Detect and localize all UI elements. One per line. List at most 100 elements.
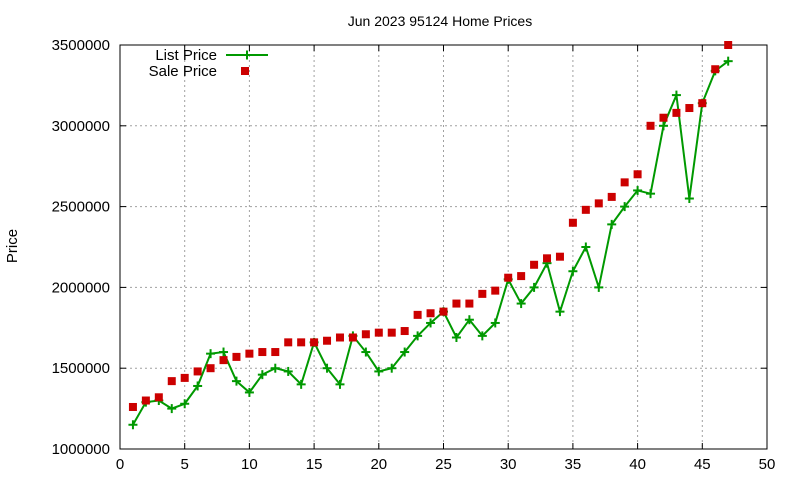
sale-price-point <box>361 330 370 339</box>
x-tick-label: 35 <box>565 456 582 473</box>
sale-price-point <box>245 349 254 358</box>
list-price-point <box>296 379 306 389</box>
x-tick-label: 25 <box>435 456 452 473</box>
sale-price-point <box>154 393 163 402</box>
list-price-point <box>516 299 526 309</box>
sale-price-point <box>685 104 694 113</box>
list-price-point <box>490 318 500 328</box>
sale-price-point <box>659 113 668 122</box>
list-price-point <box>529 282 539 292</box>
sale-price-point <box>323 336 332 345</box>
list-price-point <box>180 399 190 409</box>
y-tick-label: 2500000 <box>52 199 110 216</box>
list-price-point <box>684 194 694 204</box>
x-tick-label: 5 <box>181 456 189 473</box>
axis-ticks: 0 5 10 15 20 25 30 35 40 45 50 1000000 1500000 200000… <box>52 37 776 473</box>
sale-price-point <box>374 328 383 337</box>
sale-price-point <box>530 260 539 269</box>
sale-price-point <box>504 273 513 282</box>
list-price-point <box>374 366 384 376</box>
sale-price-point <box>452 299 461 308</box>
legend-label-list-price: List Price <box>155 47 217 64</box>
series-layer <box>128 41 733 430</box>
legend-swatch-sale-price <box>241 67 249 75</box>
sale-price-point <box>310 338 319 347</box>
list-price-point <box>451 332 461 342</box>
sale-price-point <box>348 333 357 342</box>
sale-price-point <box>724 41 733 49</box>
list-price-point <box>723 56 733 66</box>
x-tick-label: 0 <box>116 456 124 473</box>
list-price-point <box>477 331 487 341</box>
list-price-point <box>646 189 656 199</box>
sale-price-point <box>620 178 629 187</box>
x-tick-label: 30 <box>500 456 517 473</box>
x-tick-label: 50 <box>759 456 776 473</box>
x-tick-label: 20 <box>370 456 387 473</box>
legend-marker-list-price <box>242 50 252 60</box>
legend-label-sale-price: Sale Price <box>149 63 217 80</box>
list-price-point <box>607 219 617 229</box>
y-axis-label: Price <box>4 229 21 263</box>
sale-price-point <box>465 299 474 308</box>
y-tick-label: 1000000 <box>52 441 110 458</box>
list-price-point <box>361 347 371 357</box>
y-tick-label: 2000000 <box>52 279 110 296</box>
list-price-point <box>387 363 397 373</box>
list-price-series <box>128 56 733 430</box>
sale-price-point <box>478 289 487 298</box>
list-price-point <box>206 349 216 359</box>
list-price-point <box>322 363 332 373</box>
list-price-point <box>426 318 436 328</box>
list-price-point <box>335 379 345 389</box>
grid <box>120 45 767 449</box>
x-tick-label: 45 <box>694 456 711 473</box>
sale-price-point <box>167 377 176 386</box>
sale-price-point <box>271 348 280 357</box>
sale-price-point <box>219 356 228 365</box>
list-price-point <box>555 307 565 317</box>
chart-title: Jun 2023 95124 Home Prices <box>348 13 532 29</box>
list-price-point <box>231 376 241 386</box>
sale-price-point <box>568 218 577 227</box>
sale-price-point <box>297 338 306 347</box>
list-price-point <box>413 331 423 341</box>
sale-price-point <box>387 328 396 337</box>
list-price-point <box>257 370 267 380</box>
list-price-point <box>400 347 410 357</box>
sale-price-point <box>633 170 642 179</box>
sale-price-series <box>128 41 733 411</box>
list-price-point <box>594 282 604 292</box>
sale-price-point <box>672 108 681 117</box>
sale-price-point <box>698 99 707 108</box>
sale-price-point <box>284 338 293 347</box>
sale-price-point <box>128 402 137 411</box>
list-price-point <box>219 347 229 357</box>
list-price-point <box>244 387 254 397</box>
sale-price-point <box>543 254 552 263</box>
sale-price-point <box>193 367 202 376</box>
list-price-point <box>658 121 668 131</box>
list-price-point <box>671 90 681 100</box>
sale-price-point <box>607 192 616 201</box>
x-tick-label: 10 <box>241 456 258 473</box>
list-price-point <box>270 363 280 373</box>
list-price-point <box>283 366 293 376</box>
list-price-point <box>620 202 630 212</box>
list-price-point <box>464 315 474 325</box>
y-tick-label: 1500000 <box>52 360 110 377</box>
y-tick-label: 3500000 <box>52 37 110 54</box>
list-price-point <box>568 266 578 276</box>
list-price-point <box>581 242 591 252</box>
list-price-point <box>128 420 138 430</box>
sale-price-point <box>180 373 189 382</box>
sale-price-point <box>258 348 267 357</box>
sale-price-point <box>555 252 564 261</box>
sale-price-point <box>439 307 448 316</box>
sale-price-point <box>646 121 655 130</box>
y-tick-label: 3000000 <box>52 118 110 135</box>
x-tick-label: 15 <box>306 456 323 473</box>
list-price-point <box>633 185 643 195</box>
